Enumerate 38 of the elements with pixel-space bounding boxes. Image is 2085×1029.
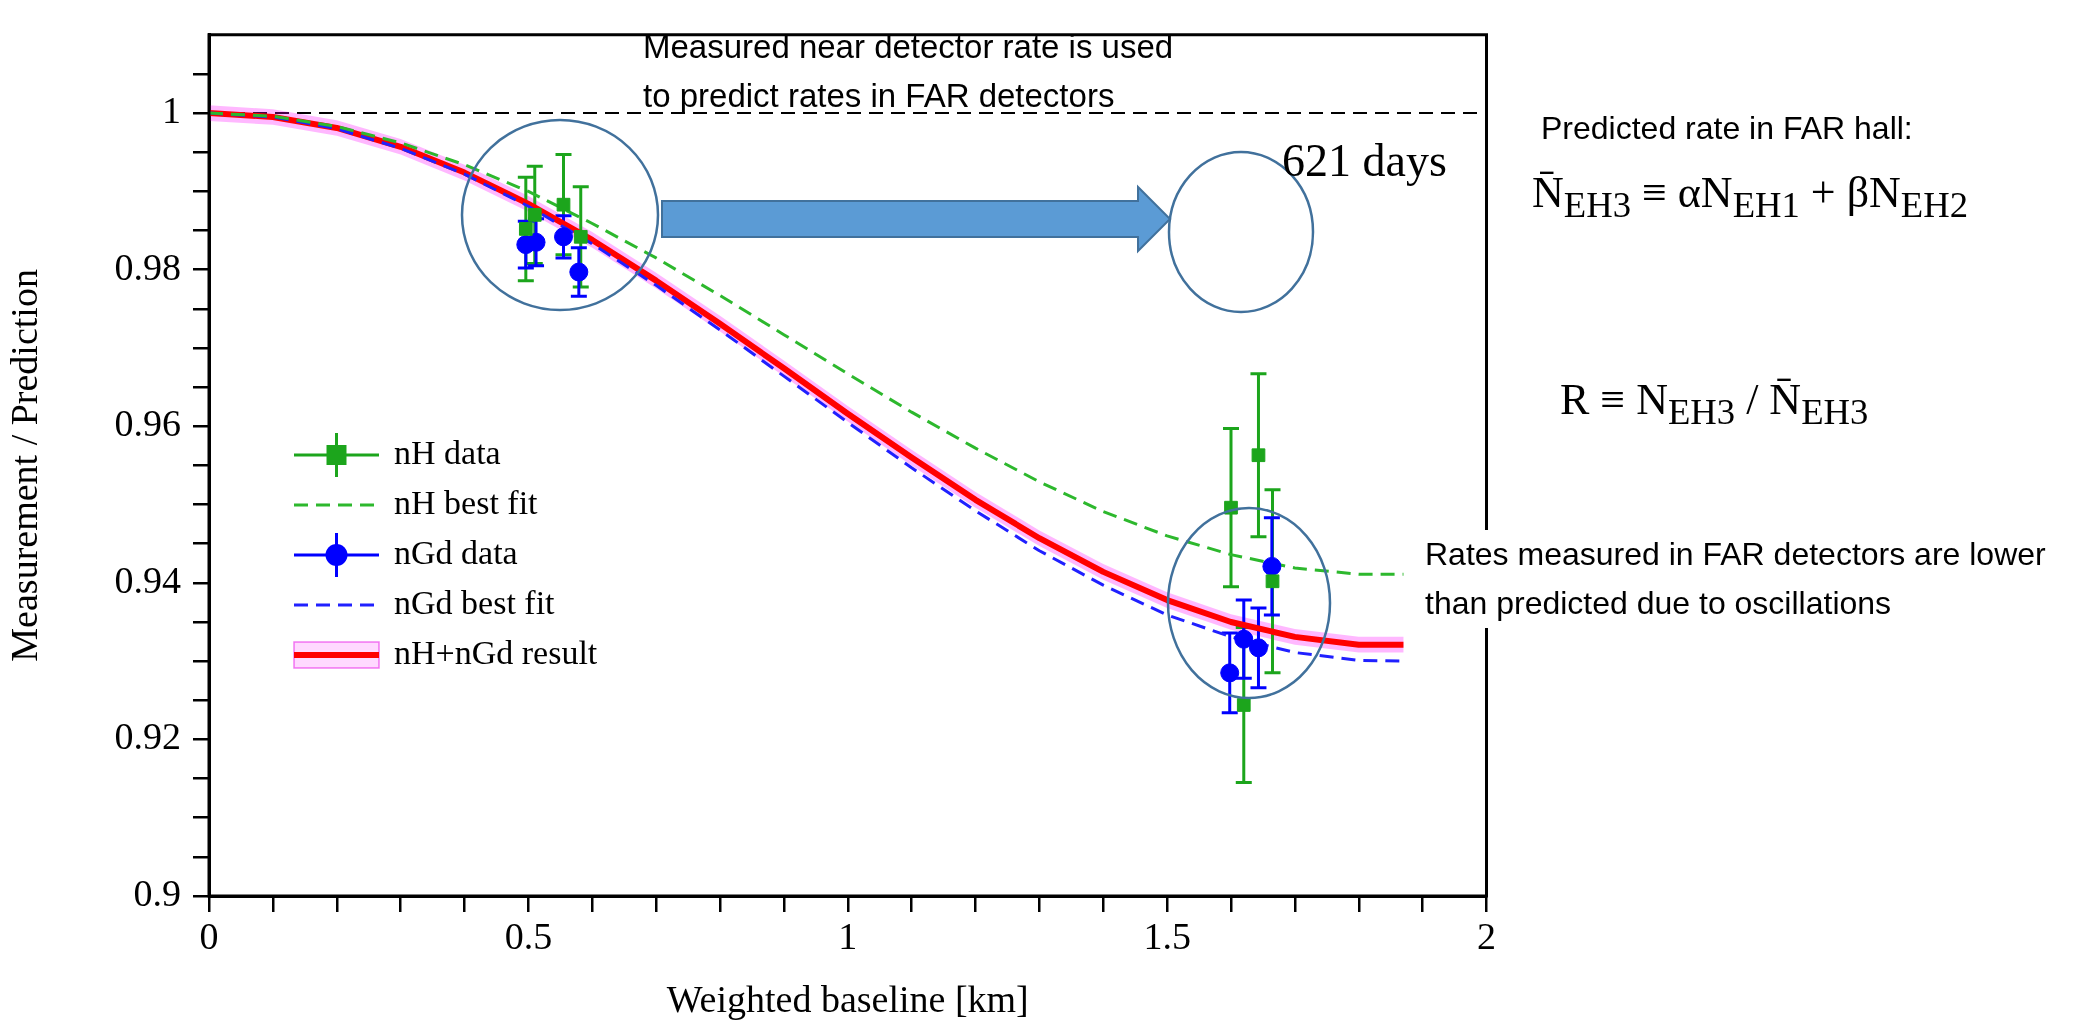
text: R ≡ N$_{EH3}$ / N̄$_{EH3}$ (1560, 375, 1869, 434)
point (518, 222, 533, 236)
x-axis-title: Weighted baseline [km] (666, 978, 1029, 1021)
y-tick-label: 1 (162, 89, 181, 132)
point (554, 227, 574, 247)
point (1251, 448, 1266, 463)
legend-label: nH+nGd result (394, 633, 598, 671)
point (1262, 556, 1282, 576)
annotation: 621 days (1282, 135, 1447, 186)
text: N̄$_{EH3}$ ≡ αN$_{EH1}$ + βN$_{EH2}$ (1532, 168, 1969, 227)
legend-label: nH data (394, 433, 501, 471)
point (1220, 663, 1240, 683)
x-tick-label: 1.5 (1143, 914, 1191, 957)
point (526, 232, 546, 252)
y-axis-title: Measurement / Prediction (2, 269, 45, 662)
x-tick-label: 1 (838, 914, 858, 957)
y-tick-label: 0.96 (114, 402, 181, 445)
annotation: Measured near detector rate is used to predict rates in FAR detectors (643, 27, 1175, 116)
point (569, 262, 589, 282)
y-tick-label: 0.94 (114, 558, 181, 601)
point (556, 197, 571, 212)
annotation: Rates measured in FAR detectors are lower than predicted due to oscillations (1425, 530, 2075, 628)
y-tick-label: 0.9 (133, 871, 181, 914)
y-tick-label: 0.98 (114, 245, 181, 288)
point (527, 208, 542, 222)
point (1236, 698, 1251, 712)
legend-label: nGd best fit (394, 583, 556, 621)
point (1265, 574, 1280, 589)
legend-label: nGd data (394, 533, 518, 571)
text: Predicted rate in FAR hall: (1541, 109, 1913, 148)
point (573, 229, 588, 244)
y-tick-label: 0.92 (114, 715, 181, 758)
point (1248, 638, 1268, 658)
point (1234, 629, 1254, 649)
legend-label: nH best fit (394, 483, 539, 521)
x-tick-label: 0 (199, 914, 219, 957)
x-tick-label: 0.5 (504, 914, 553, 957)
x-tick-label: 2 (1477, 914, 1496, 957)
